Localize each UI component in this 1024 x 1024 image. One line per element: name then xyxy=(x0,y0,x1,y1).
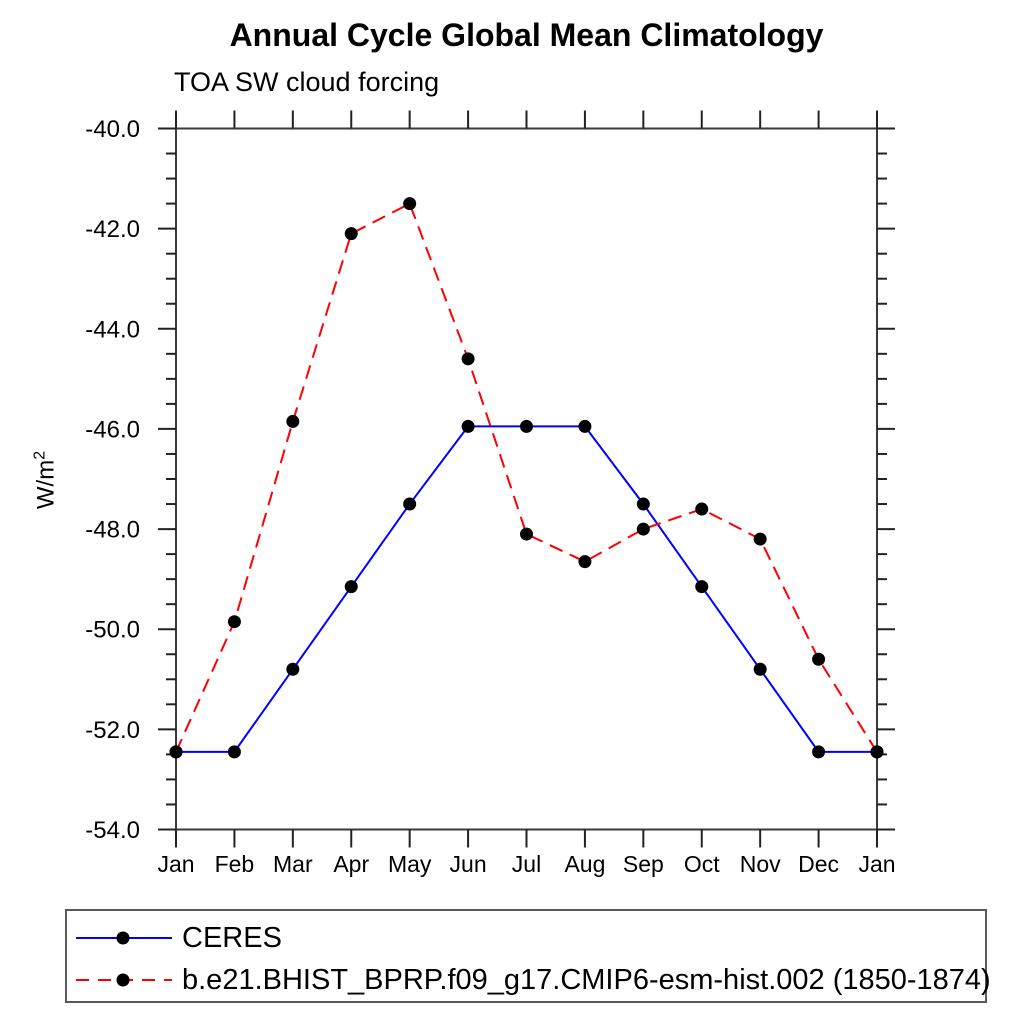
legend-sample-marker xyxy=(116,973,130,987)
y-tick-label: -50.0 xyxy=(85,617,140,644)
series-marker-0 xyxy=(344,580,358,594)
y-tick-label: -52.0 xyxy=(85,717,140,744)
series-marker-1 xyxy=(870,745,884,759)
series-marker-0 xyxy=(578,419,592,433)
month-label: May xyxy=(388,851,432,877)
series-marker-0 xyxy=(753,662,767,676)
series-marker-0 xyxy=(403,497,417,511)
series-marker-0 xyxy=(461,419,475,433)
series-marker-0 xyxy=(695,580,709,594)
legend-label-ceres: CERES xyxy=(182,921,282,954)
series-marker-1 xyxy=(344,227,358,241)
legend-line-sample-model xyxy=(75,969,175,991)
series-marker-0 xyxy=(227,745,241,759)
chart-title: Annual Cycle Global Mean Climatology xyxy=(229,17,824,53)
y-tick-label: -40.0 xyxy=(85,116,140,143)
series-marker-0 xyxy=(636,497,650,511)
series-marker-1 xyxy=(286,414,300,428)
series-marker-1 xyxy=(403,197,417,211)
y-tick-label: -44.0 xyxy=(85,316,140,343)
series-marker-1 xyxy=(520,527,533,541)
series-line-1 xyxy=(175,202,878,753)
series-marker-1 xyxy=(695,502,709,516)
y-tick-label: -42.0 xyxy=(85,216,140,243)
y-tick-label: -46.0 xyxy=(85,416,140,443)
legend-item-ceres: CERES xyxy=(75,921,282,954)
month-label: Nov xyxy=(740,851,781,877)
series-marker-1 xyxy=(169,745,183,759)
plot-area: -40.0 -42.0 -44.0 -46.0 -48.0 -50.0 -52.0 -54.0… xyxy=(85,110,896,877)
series-marker-0 xyxy=(286,662,300,676)
month-label: Mar xyxy=(273,851,313,877)
month-label: Jun xyxy=(450,851,487,877)
series-marker-1 xyxy=(227,615,241,629)
series-marker-1 xyxy=(753,532,767,546)
legend-line-sample-ceres xyxy=(75,927,175,949)
month-label: Jul xyxy=(512,851,541,877)
series-marker-1 xyxy=(812,652,826,666)
legend: CERES b.e21.BHIST_BPRP.f09_g17.CMIP6-esm… xyxy=(65,909,991,1003)
series-marker-1 xyxy=(636,522,650,536)
series-marker-0 xyxy=(812,745,826,759)
month-label: Sep xyxy=(623,851,664,877)
y-tick-label: -54.0 xyxy=(85,817,140,844)
legend-label-model: b.e21.BHIST_BPRP.f09_g17.CMIP6-esm-hist.… xyxy=(182,963,991,996)
month-label: Feb xyxy=(215,851,255,877)
legend-sample-svg xyxy=(76,973,172,987)
month-label: Jan xyxy=(858,851,895,877)
legend-sample-marker xyxy=(116,931,130,945)
chart-subtitle: TOA SW cloud forcing xyxy=(174,67,440,97)
legend-item-model: b.e21.BHIST_BPRP.f09_g17.CMIP6-esm-hist.… xyxy=(75,963,991,996)
y-tick-label: -48.0 xyxy=(85,517,140,544)
month-label: Apr xyxy=(333,851,369,877)
month-label: Jan xyxy=(157,851,194,877)
month-label: Dec xyxy=(798,851,839,877)
series-line-0 xyxy=(176,425,877,753)
month-label: Aug xyxy=(564,851,605,877)
series-marker-1 xyxy=(461,352,475,366)
legend-sample-svg xyxy=(76,931,172,945)
series-marker-0 xyxy=(520,419,533,433)
plot-frame xyxy=(175,127,878,831)
series-marker-1 xyxy=(578,555,592,569)
month-label: Oct xyxy=(684,851,720,877)
